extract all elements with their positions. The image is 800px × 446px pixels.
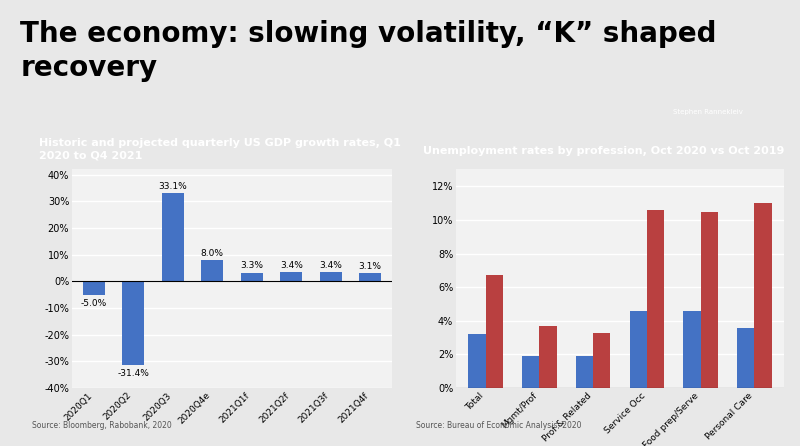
- Text: Unemployment rates by profession, Oct 2020 vs Oct 2019: Unemployment rates by profession, Oct 20…: [423, 145, 785, 156]
- Text: -5.0%: -5.0%: [81, 299, 107, 308]
- Bar: [593, 333, 610, 388]
- Text: Source: Bureau of Economic Analysis, 2020: Source: Bureau of Economic Analysis, 202…: [416, 421, 582, 430]
- Bar: [701, 211, 718, 388]
- Text: 3.1%: 3.1%: [358, 262, 382, 271]
- Text: 3.3%: 3.3%: [240, 261, 263, 270]
- Bar: [241, 273, 262, 281]
- Text: -31.4%: -31.4%: [118, 369, 149, 378]
- Bar: [630, 311, 647, 388]
- Bar: [468, 334, 486, 388]
- Bar: [522, 356, 539, 388]
- Bar: [280, 273, 302, 281]
- Text: 8.0%: 8.0%: [201, 249, 224, 258]
- Bar: [683, 311, 701, 388]
- Text: 33.1%: 33.1%: [158, 182, 187, 191]
- Bar: [754, 203, 772, 388]
- Bar: [320, 273, 342, 281]
- Text: The economy: slowing volatility, “K” shaped
recovery: The economy: slowing volatility, “K” sha…: [20, 20, 717, 82]
- Bar: [539, 326, 557, 388]
- Bar: [738, 327, 754, 388]
- Bar: [122, 281, 144, 365]
- Bar: [576, 356, 593, 388]
- Bar: [162, 193, 184, 281]
- Text: Stephen Rannekleiv: Stephen Rannekleiv: [673, 109, 743, 115]
- Text: 3.4%: 3.4%: [319, 261, 342, 270]
- Bar: [202, 260, 223, 281]
- Bar: [359, 273, 381, 281]
- Bar: [486, 275, 502, 388]
- Text: Historic and projected quarterly US GDP growth rates, Q1
2020 to Q4 2021: Historic and projected quarterly US GDP …: [39, 138, 401, 160]
- Text: Source: Bloomberg, Rabobank, 2020: Source: Bloomberg, Rabobank, 2020: [32, 421, 172, 430]
- Bar: [83, 281, 105, 295]
- Text: 3.4%: 3.4%: [280, 261, 302, 270]
- Bar: [647, 210, 664, 388]
